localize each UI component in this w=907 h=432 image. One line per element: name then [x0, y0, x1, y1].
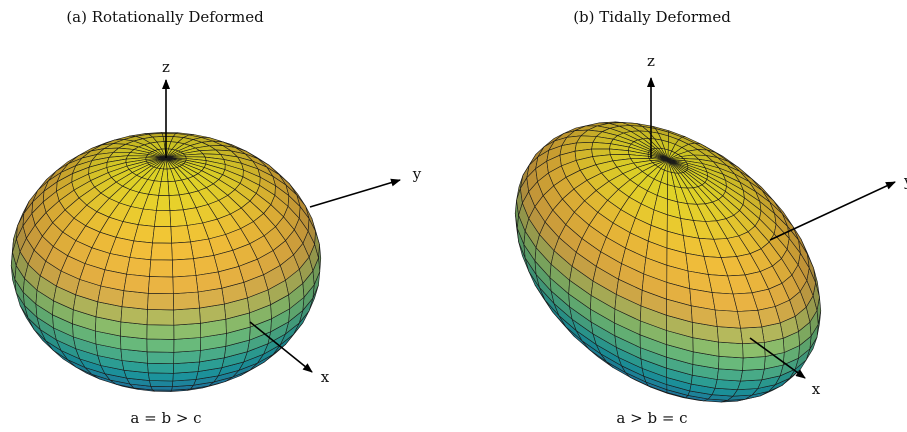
- surface-patch: [174, 323, 201, 339]
- surface-patch: [743, 343, 766, 358]
- ellipsoid-a: [11, 132, 321, 391]
- surface-patch: [148, 277, 173, 294]
- surface-patch: [121, 307, 148, 325]
- surface-patch: [173, 292, 199, 310]
- surface-patch: [154, 211, 170, 227]
- surface-patch: [174, 338, 201, 353]
- axis-label: x: [812, 380, 821, 398]
- surface-patch: [148, 363, 174, 373]
- surface-patch: [172, 242, 194, 260]
- surface-patch: [172, 259, 196, 277]
- axis-label: x: [321, 368, 330, 386]
- surface-patch: [717, 327, 742, 344]
- surface-patch: [173, 276, 198, 294]
- surface-patch: [124, 274, 150, 293]
- surface-patch: [741, 327, 765, 344]
- y-axis: [770, 182, 895, 240]
- surface-patch: [717, 369, 742, 381]
- surface-patch: [743, 357, 766, 371]
- surface-patch: [719, 356, 744, 370]
- surface-patch: [741, 369, 765, 381]
- surface-patch: [150, 381, 173, 387]
- figure: (a) Rotationally Deformed z y x a = b > …: [0, 0, 907, 432]
- y-axis: [310, 180, 400, 207]
- surface-patch: [153, 226, 172, 243]
- caption: a = b > c: [130, 409, 201, 427]
- surface-patch: [150, 260, 173, 277]
- surface-patch: [151, 243, 173, 260]
- ellipsoid-b: [515, 122, 821, 402]
- surface-patch: [715, 310, 741, 328]
- axis-label: z: [162, 58, 170, 76]
- surface-patch: [122, 291, 148, 310]
- axis-label: z: [647, 52, 655, 70]
- surface-patch: [130, 241, 153, 260]
- axis-label: y: [412, 165, 422, 183]
- surface-patch: [127, 258, 151, 277]
- panel-title: (b) Tidally Deformed: [573, 8, 731, 26]
- surface-patch: [738, 310, 762, 328]
- surface-patch: [147, 325, 174, 340]
- surface-patch: [156, 195, 170, 210]
- surface-patch: [148, 293, 174, 310]
- surface-patch: [196, 272, 222, 292]
- surface-patch: [147, 352, 174, 364]
- surface-patch: [147, 339, 174, 352]
- surface-patch: [147, 309, 174, 325]
- surface-patch: [174, 351, 201, 364]
- panel-title: (a) Rotationally Deformed: [66, 8, 264, 26]
- surface-patch: [171, 226, 191, 244]
- surface-patch: [592, 142, 611, 149]
- surface-patch: [148, 373, 173, 381]
- surface-patch: [174, 308, 201, 325]
- axis-label: y: [903, 172, 907, 190]
- surface-patch: [719, 342, 744, 358]
- caption: a > b = c: [616, 409, 687, 427]
